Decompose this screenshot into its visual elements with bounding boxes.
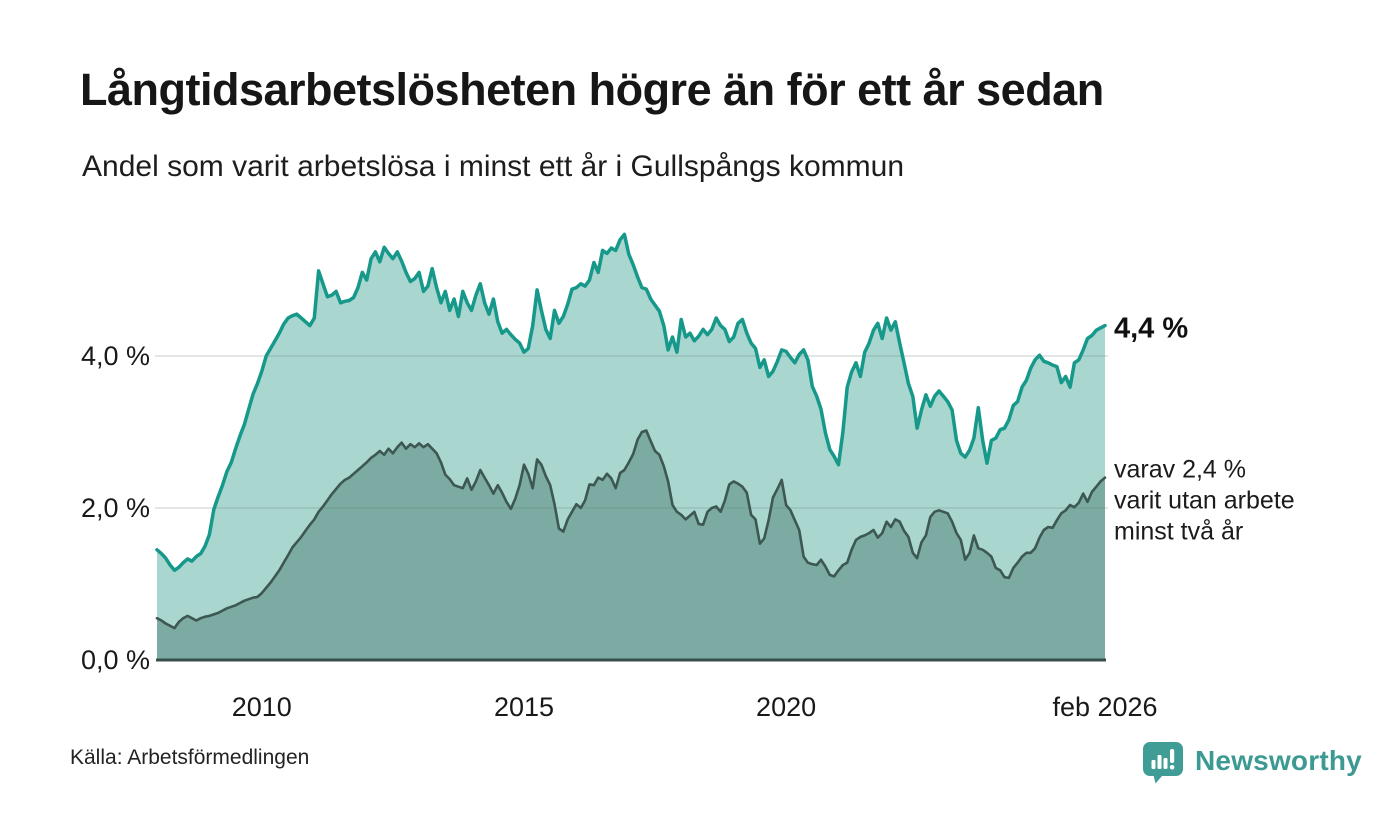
page-title: Långtidsarbetslösheten högre än för ett … bbox=[80, 64, 1104, 115]
x-tick-label: 2015 bbox=[494, 692, 554, 722]
bar-tall bbox=[1157, 755, 1162, 769]
x-tick-label: feb 2026 bbox=[1052, 692, 1157, 722]
bar-medium bbox=[1163, 758, 1168, 769]
inner-value-label-line3: minst två år bbox=[1114, 518, 1243, 546]
y-tick-label: 0,0 % bbox=[81, 645, 150, 675]
area-two-years bbox=[157, 430, 1105, 660]
y-tick-label: 2,0 % bbox=[81, 493, 150, 523]
y-tick-label: 4,0 % bbox=[81, 341, 150, 371]
exclamation-dot bbox=[1169, 765, 1175, 770]
newsworthy-icon bbox=[1143, 742, 1183, 784]
inner-value-label-line1: varav 2,4 % bbox=[1114, 456, 1246, 484]
source-note: Källa: Arbetsförmedlingen bbox=[70, 746, 310, 769]
newsworthy-logo: Newsworthy bbox=[1140, 738, 1362, 784]
x-tick-label: 2020 bbox=[756, 692, 816, 722]
x-tick-label: 2010 bbox=[232, 692, 292, 722]
line-total bbox=[155, 232, 1107, 573]
line-two-years bbox=[155, 429, 1107, 630]
speech-bubble-shape bbox=[1143, 742, 1183, 784]
exclamation-bar bbox=[1170, 749, 1175, 763]
bar-small bbox=[1151, 760, 1156, 769]
brand-name: Newsworthy bbox=[1195, 745, 1362, 776]
total-value-label: 4,4 % bbox=[1114, 313, 1188, 345]
chart-subtitle: Andel som varit arbetslösa i minst ett å… bbox=[82, 150, 904, 183]
inner-value-label-line2: varit utan arbete bbox=[1114, 487, 1295, 515]
